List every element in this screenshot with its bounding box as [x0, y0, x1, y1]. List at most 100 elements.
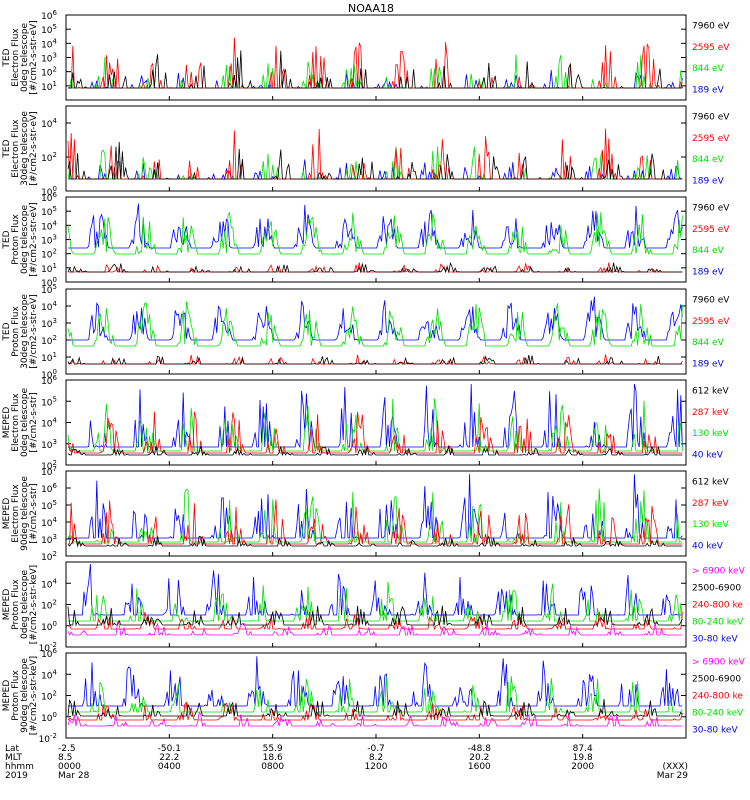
- legend-entry: > 6900 keV: [692, 658, 746, 668]
- legend-entry: 7960 eV: [692, 113, 730, 123]
- y-axis-label-line: 30deg telescope: [20, 294, 30, 369]
- y-axis-label-line: 0deg telescope: [20, 23, 30, 93]
- series-trace: [68, 474, 683, 540]
- panel-frame: [65, 561, 687, 648]
- series-trace: [67, 211, 683, 256]
- y-tick-base: 10: [39, 735, 51, 745]
- y-tick-base: 10: [41, 536, 53, 546]
- y-tick-base: 10: [41, 237, 53, 247]
- y-axis-label-line: [#/cm2-s-str-eV]: [29, 20, 39, 95]
- y-tick-base: 10: [41, 468, 53, 478]
- series-trace: [67, 488, 683, 544]
- legend-entry: 130 keV: [692, 520, 729, 530]
- x-tick-label: 1600: [468, 762, 491, 772]
- x-tick-label: Mar 29: [657, 771, 689, 781]
- y-axis-label-line: [#/cm2-s-str-eV]: [29, 202, 39, 277]
- x-row-label: hhmm: [5, 762, 34, 772]
- y-axis-label-line: Electron Flux: [11, 484, 21, 543]
- y-tick-label: 100: [41, 711, 57, 724]
- series-trace: [68, 50, 683, 89]
- y-tick-exp: 3: [53, 234, 57, 242]
- y-tick-label: 105: [41, 23, 57, 36]
- y-tick-base: 10: [41, 519, 53, 529]
- x-tick-label: 1200: [365, 762, 388, 772]
- y-tick-base: 10: [41, 441, 53, 451]
- y-axis-label-line: TED: [2, 230, 12, 249]
- y-axis-label-line: Proton Flux: [11, 306, 21, 357]
- y-tick-exp: 2: [53, 550, 57, 558]
- x-tick-label: 55.9: [263, 744, 283, 754]
- legend-entry: 30-80 keV: [692, 726, 738, 736]
- y-tick-exp: 4: [53, 117, 58, 125]
- y-tick-label: 102: [41, 151, 57, 164]
- y-tick-base: 10: [41, 671, 53, 681]
- y-tick-label: 104: [41, 417, 57, 430]
- y-tick-base: 10: [41, 485, 53, 495]
- legend-entry: 240-800 ke: [692, 692, 743, 702]
- y-tick-exp: 2: [53, 599, 57, 607]
- series-trace: [68, 581, 683, 623]
- y-tick-base: 10: [41, 693, 53, 703]
- y-tick-exp: 4: [53, 37, 58, 45]
- figure-title: NOAA18: [348, 2, 394, 15]
- legend-entry: 612 keV: [692, 478, 729, 488]
- y-tick-base: 10: [41, 26, 53, 36]
- y-tick-base: 10: [41, 194, 53, 204]
- legend-entry: 844 eV: [692, 246, 725, 256]
- y-tick-exp: 0: [53, 185, 57, 193]
- y-tick-label: 106: [41, 647, 57, 660]
- series-trace: [68, 656, 683, 708]
- legend-entry: 7960 eV: [692, 204, 730, 214]
- legend-entry: > 6900 keV: [692, 567, 746, 577]
- x-tick-label: 87.4: [573, 744, 593, 754]
- y-tick-exp: 1: [53, 351, 57, 359]
- y-tick-exp: 0: [53, 276, 57, 284]
- x-tick-label: -2.5: [58, 744, 76, 754]
- y-axis-label-line: MEPED: [2, 498, 12, 530]
- y-tick-label: 102: [41, 334, 57, 347]
- y-axis-label-line: [#/cm2-s-str-eV]: [29, 111, 39, 186]
- y-tick-base: 10: [41, 83, 53, 93]
- y-tick-base: 10: [41, 279, 53, 289]
- x-row-label: Lat: [5, 744, 20, 754]
- panel-frame: [65, 14, 687, 101]
- y-tick-exp: 1: [53, 262, 57, 270]
- y-tick-label: 106: [41, 482, 57, 495]
- legend-entry: 2500-6900: [692, 584, 741, 594]
- y-tick-exp: 5: [53, 23, 57, 31]
- y-tick-label: 103: [41, 52, 57, 65]
- y-tick-label: 105: [41, 283, 57, 296]
- x-tick-label: 8.2: [369, 753, 383, 763]
- series-trace: [67, 411, 683, 455]
- y-tick-exp: 0: [53, 620, 57, 628]
- series-trace: [67, 301, 683, 347]
- y-axis-label-line: MEPED: [2, 680, 12, 712]
- y-axis-label-line: TED: [2, 322, 12, 341]
- legend-entry: 130 keV: [692, 429, 729, 439]
- y-axis-label-line: MEPED: [2, 589, 12, 621]
- y-tick-label: 101: [41, 80, 57, 93]
- y-tick-exp: 3: [53, 533, 57, 541]
- y-tick-base: 10: [41, 553, 53, 563]
- y-tick-exp: 6: [53, 9, 58, 17]
- x-tick-label: 0000: [58, 762, 81, 772]
- legend-entry: 844 eV: [692, 155, 725, 165]
- y-tick-label: 103: [41, 438, 57, 451]
- y-tick-base: 10: [41, 251, 53, 261]
- legend-entry: 240-800 ke: [692, 601, 743, 611]
- y-tick-base: 10: [41, 154, 53, 164]
- y-axis-label-line: 0deg telescope: [20, 570, 30, 640]
- legend-entry: 2500-6900: [692, 675, 741, 685]
- panel-frame: [65, 379, 687, 466]
- x-tick-label: 22.2: [159, 753, 179, 763]
- y-tick-base: 10: [41, 222, 53, 232]
- series-trace: [67, 699, 683, 718]
- y-tick-label: 104: [41, 219, 57, 232]
- y-tick-label: 106: [41, 191, 57, 204]
- x-tick-label: (XXX): [662, 762, 688, 772]
